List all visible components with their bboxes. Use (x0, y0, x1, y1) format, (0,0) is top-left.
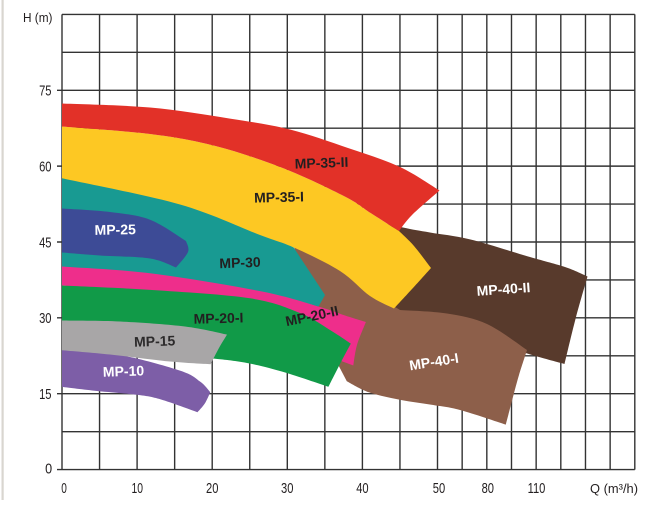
svg-text:MP-40-II: MP-40-II (476, 279, 531, 299)
svg-text:20: 20 (206, 480, 218, 497)
svg-text:30: 30 (281, 480, 293, 497)
svg-text:MP-10: MP-10 (103, 362, 145, 379)
svg-text:MP-15: MP-15 (134, 332, 176, 349)
svg-text:40: 40 (356, 480, 368, 497)
svg-text:0: 0 (61, 480, 67, 497)
svg-text:10: 10 (132, 480, 144, 497)
svg-text:110: 110 (528, 480, 546, 497)
svg-text:0: 0 (45, 460, 52, 477)
svg-text:H (m): H (m) (23, 10, 53, 25)
svg-text:75: 75 (39, 83, 51, 100)
svg-text:45: 45 (39, 234, 51, 251)
svg-text:15: 15 (39, 386, 51, 403)
svg-text:MP-40-I: MP-40-I (408, 350, 460, 374)
svg-text:50: 50 (433, 480, 445, 497)
svg-text:60: 60 (39, 159, 51, 176)
svg-text:MP-25: MP-25 (94, 221, 136, 238)
svg-text:MP-35-I: MP-35-I (254, 188, 304, 205)
svg-text:MP-30: MP-30 (219, 254, 261, 271)
svg-text:MP-35-II: MP-35-II (294, 154, 348, 172)
svg-text:Q (m³/h): Q (m³/h) (590, 481, 638, 496)
svg-text:80: 80 (482, 480, 494, 497)
svg-text:MP-20-I: MP-20-I (193, 309, 243, 326)
svg-text:30: 30 (39, 310, 51, 327)
